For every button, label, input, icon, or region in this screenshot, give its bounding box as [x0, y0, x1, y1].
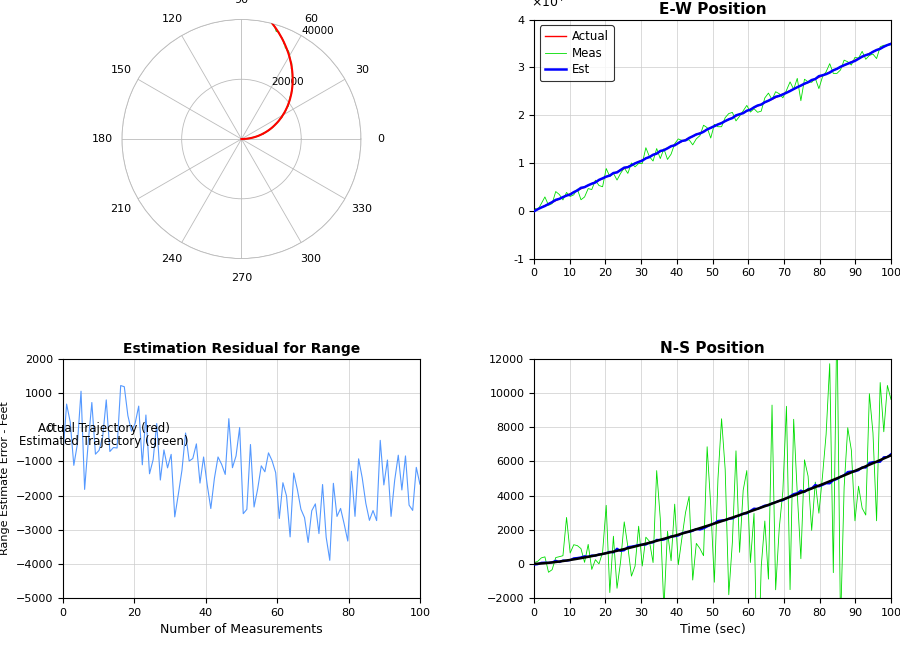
- Actual: [857, 53, 868, 61]
- Meas: [871, 55, 882, 62]
- Line: Actual: Actual: [534, 44, 891, 211]
- Actual: [742, 107, 752, 115]
- Line: Est: Est: [534, 44, 891, 211]
- Text: $\times\mathregular{10^4}$: $\times\mathregular{10^4}$: [530, 0, 564, 10]
- Line: Meas: Meas: [534, 45, 891, 210]
- X-axis label: Time (sec): Time (sec): [680, 623, 745, 636]
- X-axis label: Number of Measurements: Number of Measurements: [160, 623, 323, 636]
- Text: Estimated Trajectory (green): Estimated Trajectory (green): [19, 436, 188, 448]
- Est: [857, 53, 868, 60]
- Actual: [598, 175, 608, 183]
- Meas: [532, 206, 543, 214]
- Title: E-W Position: E-W Position: [659, 2, 767, 17]
- Meas: [528, 204, 539, 212]
- Legend: Actual, Meas, Est: Actual, Meas, Est: [540, 25, 614, 81]
- Actual: [612, 168, 623, 176]
- Est: [612, 168, 623, 176]
- Est: [713, 120, 724, 128]
- Y-axis label: Range Estimate Error - Feet: Range Estimate Error - Feet: [0, 402, 10, 555]
- Title: N-S Position: N-S Position: [661, 341, 765, 356]
- Meas: [616, 170, 626, 177]
- Meas: [860, 55, 871, 63]
- Text: Actual Trajectory (red): Actual Trajectory (red): [38, 422, 169, 436]
- Title: Estimation Residual for Range: Estimation Residual for Range: [122, 343, 360, 356]
- Est: [742, 107, 752, 114]
- Actual: [528, 207, 539, 215]
- Actual: [868, 48, 878, 56]
- Est: [598, 174, 608, 182]
- Meas: [716, 123, 727, 131]
- Est: [868, 48, 878, 56]
- Est: [528, 207, 539, 215]
- Meas: [601, 164, 612, 172]
- Meas: [886, 41, 896, 49]
- Meas: [745, 108, 756, 116]
- Actual: [886, 40, 896, 47]
- Actual: [713, 121, 724, 129]
- Est: [886, 40, 896, 47]
